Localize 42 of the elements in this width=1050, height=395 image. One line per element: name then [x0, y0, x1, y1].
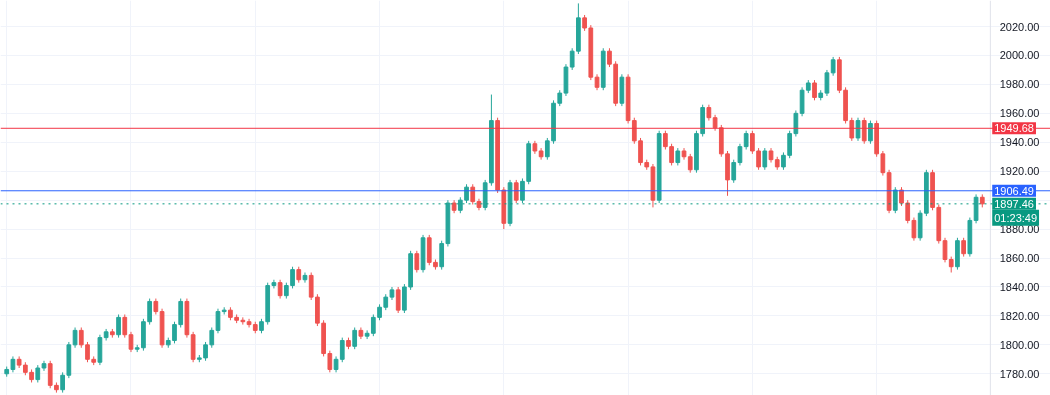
y-tick-label: 1980.00 — [999, 78, 1040, 91]
candlestick — [750, 130, 755, 155]
y-tick-label: 1800.00 — [999, 338, 1040, 351]
candlestick — [302, 272, 308, 284]
y-tick-label: 1960.00 — [999, 107, 1040, 120]
y-tick-label: 1780.00 — [999, 367, 1040, 380]
y-tick-label: 2020.00 — [999, 20, 1040, 33]
candlestick — [277, 279, 283, 300]
candlestick — [961, 237, 967, 258]
candlestick — [892, 186, 898, 214]
candlestick — [830, 56, 836, 77]
candlestick — [128, 331, 134, 353]
ref-line-label: 1906.49 — [994, 184, 1034, 197]
candlestick — [395, 286, 401, 314]
candlestick — [544, 137, 550, 161]
candlestick — [215, 308, 221, 334]
candlestick — [743, 130, 749, 151]
candlestick — [122, 313, 128, 339]
candlestick — [861, 117, 867, 145]
y-tick-label: 1940.00 — [999, 136, 1040, 149]
y-tick-label: 2000.00 — [999, 49, 1040, 62]
candlestick — [513, 179, 519, 204]
candlestick — [868, 120, 873, 145]
y-tick-label: 1840.00 — [999, 280, 1040, 293]
candlestick — [756, 147, 761, 171]
candlestick — [762, 147, 768, 171]
ref-line-label: 1949.68 — [994, 122, 1034, 135]
candlestick — [352, 327, 358, 350]
candlestick — [116, 313, 121, 339]
y-tick-label: 1920.00 — [999, 165, 1040, 178]
text: 01:23:49 — [994, 211, 1038, 224]
candlestick — [72, 327, 78, 349]
y-tick-label: 1880.00 — [999, 223, 1040, 236]
candlestick — [973, 193, 979, 224]
ref-line-label: 1897.46 — [994, 197, 1034, 210]
candlestick — [402, 283, 407, 314]
candlestick — [414, 250, 420, 274]
candlestick — [855, 117, 861, 142]
candlestick — [812, 79, 817, 101]
y-tick-label: 1820.00 — [999, 309, 1040, 322]
y-tick-label: 1860.00 — [999, 252, 1040, 265]
candlestick — [60, 371, 65, 394]
